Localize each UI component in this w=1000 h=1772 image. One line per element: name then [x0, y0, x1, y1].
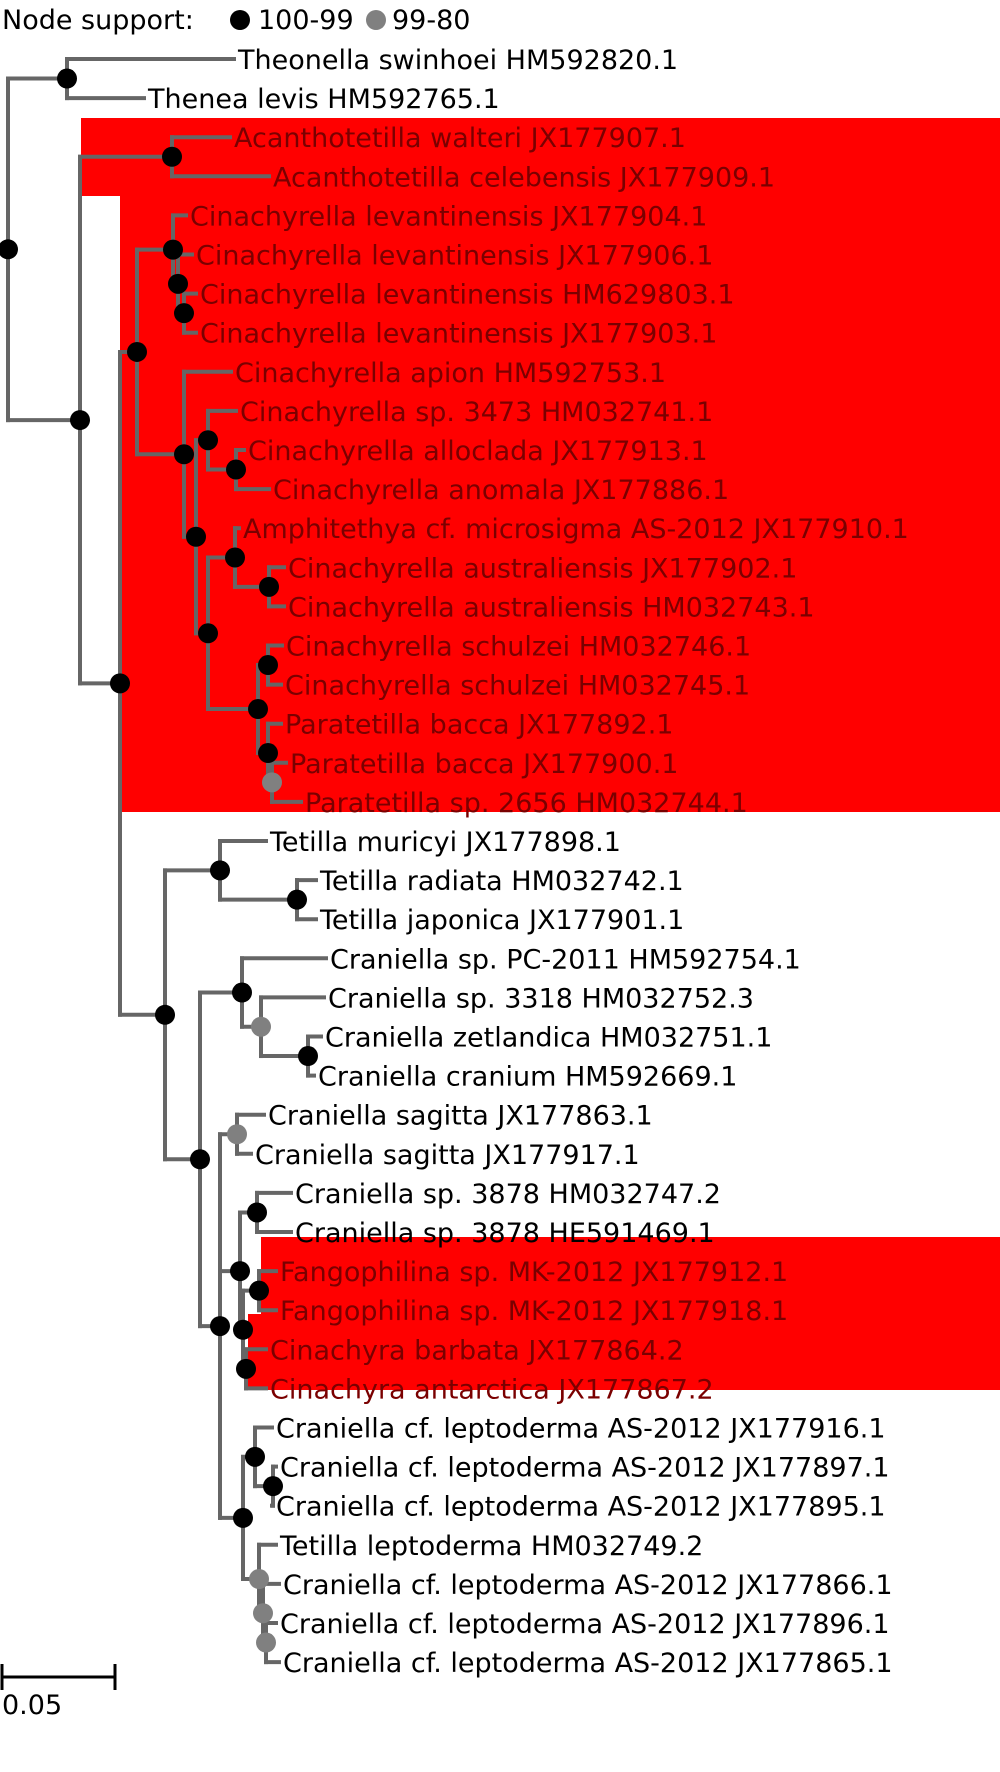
- support-node-strong: [127, 341, 147, 362]
- taxon-label: Tetilla leptoderma HM032749.2: [279, 1531, 703, 1562]
- taxon-label: Craniella cf. leptoderma AS-2012 JX17789…: [280, 1609, 890, 1640]
- taxon-label: Craniella cf. leptoderma AS-2012 JX17786…: [283, 1570, 893, 1601]
- support-node-strong: [57, 68, 77, 89]
- taxon-label: Cinachyrella levantinensis JX177906.1: [196, 241, 713, 272]
- taxon-label: Cinachyrella apion HM592753.1: [235, 358, 666, 389]
- support-node-moderate: [227, 1124, 247, 1145]
- support-node-strong: [263, 1476, 283, 1497]
- taxon-label: Cinachyrella anomala JX177886.1: [273, 475, 729, 506]
- taxon-label: Paratetilla bacca JX177900.1: [290, 749, 678, 780]
- support-node-strong: [287, 889, 307, 910]
- support-node-strong: [230, 1261, 250, 1282]
- support-node-strong: [233, 1319, 253, 1340]
- support-node-strong: [233, 1507, 253, 1528]
- legend-label-moderate-support: 99-80: [392, 5, 470, 36]
- taxon-label: Tetilla muricyi JX177898.1: [269, 827, 621, 858]
- scale-bar-label: 0.05: [2, 1690, 62, 1721]
- legend-label-strong-support: 100-99: [258, 5, 354, 36]
- taxon-label: Craniella cf. leptoderma AS-2012 JX17791…: [276, 1414, 886, 1445]
- taxon-label: Cinachyrella levantinensis HM629803.1: [200, 280, 735, 311]
- taxon-label: Craniella cranium HM592669.1: [318, 1062, 737, 1093]
- support-node-strong: [226, 459, 246, 480]
- support-node-strong: [245, 1446, 265, 1467]
- support-node-strong: [168, 273, 188, 294]
- support-node-moderate: [249, 1569, 269, 1590]
- taxon-label: Craniella cf. leptoderma AS-2012 JX17789…: [280, 1453, 890, 1484]
- legend: Node support: 100-99 99-80: [2, 5, 470, 36]
- support-node-strong: [110, 673, 130, 694]
- support-node-strong: [155, 1004, 175, 1025]
- support-node-strong: [174, 303, 194, 324]
- support-node-strong: [163, 239, 183, 260]
- taxon-label: Paratetilla bacca JX177892.1: [285, 710, 673, 741]
- support-node-strong: [198, 430, 218, 451]
- clade-highlights: [81, 118, 1000, 1390]
- taxon-label: Cinachyrella alloclada JX177913.1: [248, 436, 708, 467]
- support-node-moderate: [251, 1016, 271, 1037]
- taxon-label: Cinachyra antarctica JX177867.2: [270, 1374, 714, 1405]
- support-node-strong: [258, 743, 278, 764]
- scale-bar: 0.05: [0, 1664, 117, 1721]
- taxon-label: Theonella swinhoei HM592820.1: [237, 45, 678, 76]
- support-node-strong: [174, 444, 194, 465]
- legend-dot-strong-support: [230, 10, 250, 30]
- taxon-label: Fangophilina sp. MK-2012 JX177918.1: [280, 1296, 788, 1327]
- support-node-strong: [236, 1358, 256, 1379]
- support-node-strong: [190, 1149, 210, 1170]
- taxon-label: Amphitethya cf. microsigma AS-2012 JX177…: [243, 514, 909, 545]
- support-nodes: [0, 68, 318, 1653]
- support-node-moderate: [253, 1603, 273, 1624]
- taxon-label: Craniella zetlandica HM032751.1: [325, 1023, 772, 1054]
- taxon-label: Tetilla japonica JX177901.1: [319, 905, 684, 936]
- support-node-strong: [70, 410, 90, 431]
- taxon-label: Cinachyrella sp. 3473 HM032741.1: [240, 397, 713, 428]
- taxon-label: Acanthotetilla walteri JX177907.1: [234, 123, 686, 154]
- support-node-strong: [249, 1280, 269, 1301]
- taxon-label: Craniella sp. 3318 HM032752.3: [328, 983, 754, 1014]
- leaf-labels: Theonella swinhoei HM592820.1 Thenea levi…: [147, 45, 909, 1679]
- support-node-strong: [259, 576, 279, 597]
- taxon-label: Cinachyra barbata JX177864.2: [270, 1335, 684, 1366]
- support-node-strong: [225, 547, 245, 568]
- highlight-box-acanthotetilla-cinachyrella: [81, 118, 1000, 812]
- legend-dot-moderate-support: [366, 10, 386, 30]
- support-node-strong: [186, 526, 206, 547]
- highlight-box-fangophilina-cinachyra: [248, 1237, 1000, 1390]
- taxon-label: Acanthotetilla celebensis JX177909.1: [273, 162, 775, 193]
- taxon-label: Paratetilla sp. 2656 HM032744.1: [305, 788, 748, 819]
- support-node-moderate: [262, 772, 282, 793]
- support-node-strong: [162, 146, 182, 167]
- legend-title: Node support:: [2, 5, 194, 36]
- taxon-label: Tetilla radiata HM032742.1: [319, 866, 684, 897]
- support-node-strong: [247, 1202, 267, 1223]
- support-node-strong: [232, 982, 252, 1003]
- taxon-label: Cinachyrella schulzei HM032745.1: [285, 671, 750, 702]
- taxon-label: Craniella cf. leptoderma AS-2012 JX17789…: [276, 1492, 886, 1523]
- support-node-moderate: [256, 1632, 276, 1653]
- taxon-label: Craniella sp. PC-2011 HM592754.1: [330, 944, 801, 975]
- taxon-label: Thenea levis HM592765.1: [147, 84, 500, 115]
- taxon-label: Craniella sp. 3878 HE591469.1: [295, 1218, 715, 1249]
- support-node-strong: [198, 623, 218, 644]
- taxon-label: Cinachyrella australiensis JX177902.1: [288, 553, 797, 584]
- support-node-strong: [258, 655, 278, 676]
- taxon-label: Cinachyrella levantinensis JX177904.1: [190, 201, 707, 232]
- taxon-label: Craniella sagitta JX177863.1: [268, 1101, 653, 1132]
- support-node-strong: [210, 1316, 230, 1337]
- support-node-strong: [248, 699, 268, 720]
- taxon-label: Craniella cf. leptoderma AS-2012 JX17786…: [283, 1648, 893, 1679]
- taxon-label: Cinachyrella schulzei HM032746.1: [286, 632, 751, 663]
- taxon-label: Cinachyrella australiensis HM032743.1: [288, 592, 815, 623]
- support-node-strong: [210, 860, 230, 881]
- taxon-label: Cinachyrella levantinensis JX177903.1: [200, 319, 717, 350]
- support-node-strong: [298, 1046, 318, 1067]
- support-node-strong: [0, 239, 18, 260]
- taxon-label: Fangophilina sp. MK-2012 JX177912.1: [280, 1257, 788, 1288]
- taxon-label: Craniella sagitta JX177917.1: [255, 1140, 640, 1171]
- taxon-label: Craniella sp. 3878 HM032747.2: [295, 1179, 721, 1210]
